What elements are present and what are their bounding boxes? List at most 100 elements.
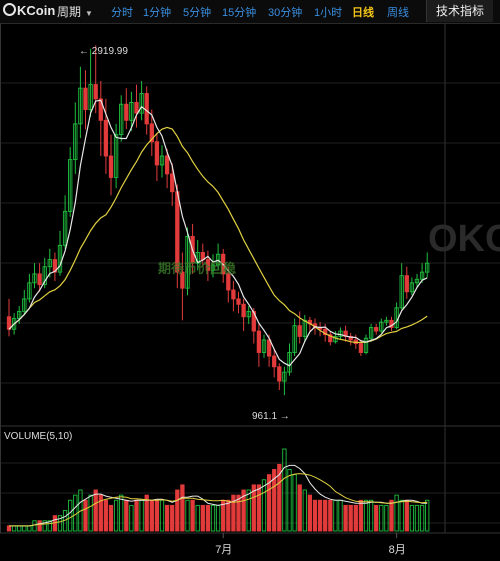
candle-body [399,275,404,309]
candle-body [68,159,73,212]
volume-bar [119,494,124,532]
volume-bar [11,525,17,532]
volume-bar [266,474,272,532]
volume-bar [88,494,93,532]
volume-bar [256,484,262,532]
candle-body [282,371,287,382]
candle-body [368,327,374,339]
candle-body [272,355,277,368]
candle-body [205,259,211,271]
candle-body [73,123,78,161]
candle-body [297,325,302,337]
volume-bar [312,499,318,532]
candle-body [404,275,409,293]
candle-body [11,318,17,330]
volume-bar [149,499,154,532]
volume-bar [83,499,88,532]
volume-bar [404,499,409,532]
volume-bar [37,520,42,532]
candle-body [328,334,333,343]
candle-body [256,330,262,353]
candle-body [78,87,83,125]
ma-fast-line [8,99,428,367]
volume-bars [6,448,430,532]
candle-body [88,84,93,111]
candle-body [144,93,149,125]
interval-tab-7[interactable]: 周线 [387,7,409,19]
volume-bar [419,504,425,532]
candle-body [246,310,251,318]
candle-body [37,273,42,286]
volume-bar [6,525,12,532]
kline-chart[interactable]: OKCoin 期待币价回稳 ← 2919.99 961.1 → VOLUME(5… [0,23,500,561]
interval-tab-5[interactable]: 1小时 [314,7,343,19]
candle-body [103,119,109,157]
vol-ma-fast-line [9,464,428,527]
interval-tab-1[interactable]: 1分钟 [143,7,172,19]
volume-bar [292,474,297,532]
volume-bar [348,504,353,532]
candle-body [379,321,384,332]
volume-bar [241,489,246,532]
candle-body [119,103,124,136]
volume-bar [73,494,78,532]
candle-body [241,303,246,318]
candle-body [42,266,47,286]
interval-tab-0[interactable]: 分时 [111,7,133,19]
volume-bar [328,499,333,532]
candle-body [348,335,353,341]
price-candles [6,45,430,396]
tech-indicator-button[interactable]: 技术指标 [426,0,493,22]
volume-bar [236,494,241,532]
volume-bar [175,489,180,532]
candle-body [292,325,297,353]
period-label: 周期 [57,5,82,19]
candle-body [108,155,114,178]
interval-tab-4[interactable]: 30分钟 [268,7,303,19]
volume-title: VOLUME(5,10) [4,431,72,442]
interval-tab-3[interactable]: 15分钟 [222,7,257,19]
volume-bar [134,499,139,532]
candle-body [180,271,185,289]
candle-body [363,337,369,353]
volume-bar [384,504,389,532]
volume-bar [246,489,251,532]
volume-bar [317,499,323,532]
volume-bar [338,499,343,532]
interval-tab-2[interactable]: 5分钟 [183,7,212,19]
chart-grid [0,23,500,533]
volume-bar [307,494,313,532]
candle-body [287,352,292,373]
candle-body [154,141,160,166]
candle-body [139,93,144,114]
candle-body [358,343,364,353]
volume-bar [425,499,430,532]
volume-bar [47,520,52,532]
volume-bar [215,504,221,532]
candle-body [414,278,420,284]
candle-body [210,264,216,271]
volume-bar [139,499,144,532]
candle-body [374,327,379,332]
candle-body [83,87,88,111]
candle-body [170,173,175,193]
caret-down-icon: ▼ [85,9,93,18]
candle-body [27,282,32,300]
candle-body [159,155,165,166]
volume-bar [414,504,420,532]
logo-text: KCoin [17,3,56,18]
volume-bar [68,499,73,532]
candle-body [32,273,37,284]
okcoin-logo-icon [3,3,16,16]
candle-body [215,253,221,266]
volume-bar [210,504,216,532]
interval-tab-6[interactable]: 日线 [352,7,374,19]
candle-body [149,123,154,143]
period-dropdown[interactable]: 周期 ▼ [57,3,93,20]
x-tick-label-1: 8月 [389,544,406,556]
volume-bar [374,504,379,532]
candle-body [129,101,134,121]
volume-bar [261,479,267,532]
candle-body [333,335,338,343]
candle-body [62,210,68,246]
